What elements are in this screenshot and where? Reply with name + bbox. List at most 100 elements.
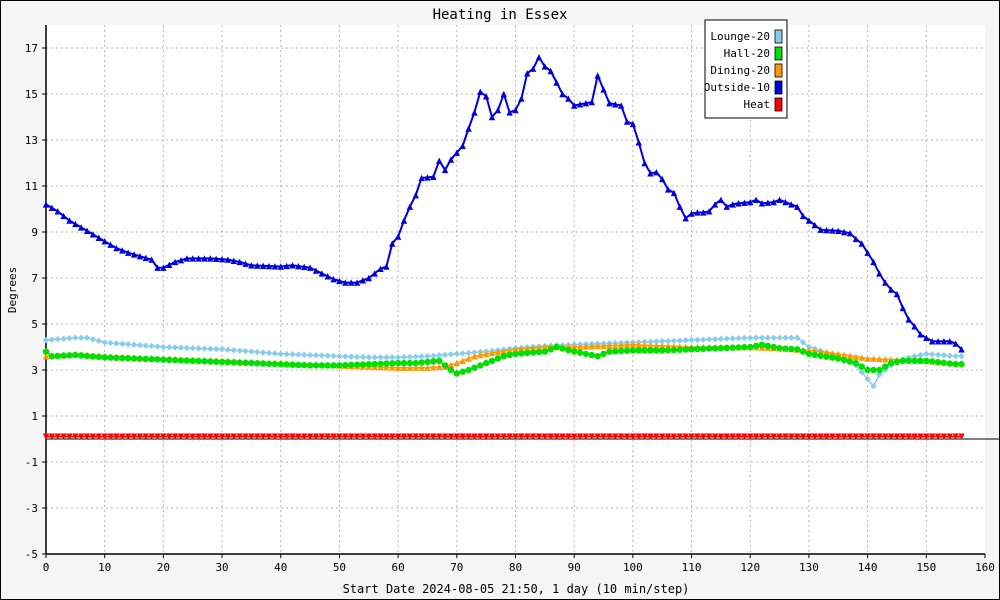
heat-point [711,433,719,440]
lounge-20-point [248,348,255,355]
heat-point [647,433,654,440]
outside-10-point [852,235,860,243]
hall-20-point [347,361,355,369]
hall-20-point [899,357,907,364]
hall-20-point [500,353,507,360]
lounge-20-point [436,352,443,359]
heat-point [424,433,431,440]
x-tick-label: 0 [43,561,50,574]
hall-20-point [377,360,384,367]
lounge-20-point [83,334,91,341]
hall-20-point [207,358,214,365]
outside-10-point [336,277,343,285]
hall-20-point [301,361,308,369]
dining-20-point [500,347,507,355]
heat-point [471,433,478,440]
lounge-20-point [306,351,314,359]
heat-point [242,433,249,440]
legend-box [704,19,788,119]
outside-10-point [770,198,777,206]
outside-10-point [735,200,742,207]
hall-20-point [136,355,144,362]
heat-point [488,433,496,440]
dining-20-point [635,341,642,349]
heat-point [459,433,466,440]
lounge-20-point [923,350,930,358]
outside-10-point [717,196,725,203]
outside-10-point [535,54,543,61]
hall-20-point [741,344,748,351]
lounge-20-point [788,334,795,341]
outside-10-point [559,90,566,98]
hall-20-point [512,350,519,358]
hall-20-point [371,360,378,368]
hall-20-point [852,359,860,367]
x-tick-label: 100 [623,561,643,574]
dining-20-point [594,342,601,350]
outside-10-point [670,189,678,197]
hall-20-point [799,348,807,355]
outside-10-point [119,247,126,254]
hall-20-point [95,353,103,361]
hall-20-point [617,347,625,355]
x-tick-label: 60 [392,561,405,574]
heat-point [688,433,695,440]
hall-20-point [653,347,660,354]
hall-20-point [747,343,754,351]
hall-20-point [829,354,836,361]
legend-label-outside-10: Outside-10 [704,81,770,94]
hall-20-point [189,357,196,364]
lounge-20-point [353,353,361,361]
outside-10-point [617,102,625,109]
hall-20-point [805,350,813,358]
lounge-20-point [136,341,144,349]
outside-10-point [154,264,161,271]
outside-10-point [142,254,149,262]
outside-10-point [347,279,355,286]
heat-point [876,433,883,440]
outside-10-point [864,249,871,256]
lounge-20-point [682,337,689,344]
dining-20-point [524,345,531,352]
heat-point [283,433,290,440]
dining-20-point [482,350,490,358]
outside-10-point [553,79,560,86]
dining-20-point [377,363,384,371]
hall-20-point [177,357,185,364]
x-tick-label: 160 [975,561,995,574]
lounge-20-point [130,341,138,348]
lounge-20-point [400,353,408,361]
hall-20-point [477,362,484,369]
heat-point [541,433,549,440]
outside-10-point [934,338,942,345]
outside-10-point [371,270,378,277]
lounge-20-point [729,335,736,342]
heat-point [441,433,449,440]
dining-20-point [406,364,414,371]
dining-20-point [389,364,396,371]
outside-10-point [482,93,490,100]
lounge-20-point [295,351,302,358]
dining-20-point [529,344,537,352]
dining-20-point [623,341,631,349]
heat-point [794,433,801,440]
dining-20-point [588,343,595,350]
lounge-20-point [952,353,959,360]
lounge-20-point [752,334,760,341]
outside-10-point [635,139,642,146]
outside-10-point [711,201,719,208]
outside-10-point [664,186,672,193]
outside-10-point [383,263,390,270]
dining-20-point [846,352,854,359]
outside-10-point [394,233,402,240]
hall-20-point [682,346,689,353]
hall-20-point [840,356,848,364]
outside-10-point [752,196,760,203]
dining-20-point [506,347,513,354]
outside-10-point [858,240,865,247]
dining-20-point [424,364,431,371]
dining-20-point [612,342,619,349]
heat-point [201,433,208,440]
heat-point [400,433,408,440]
dining-20-point [418,364,425,371]
